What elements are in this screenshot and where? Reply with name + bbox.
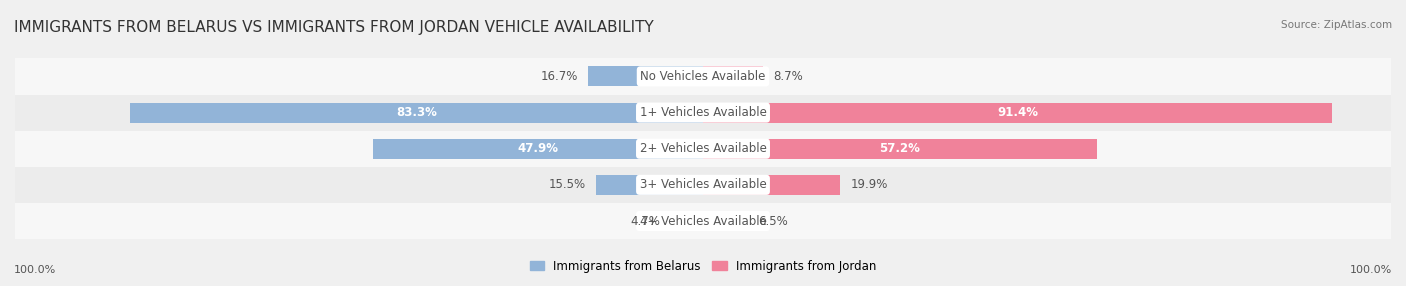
Bar <box>129 103 703 122</box>
Bar <box>703 211 748 231</box>
Text: Source: ZipAtlas.com: Source: ZipAtlas.com <box>1281 20 1392 30</box>
Bar <box>703 139 1097 159</box>
Bar <box>703 103 1331 122</box>
Bar <box>15 203 1391 239</box>
Bar <box>15 167 1391 203</box>
Bar <box>588 66 703 86</box>
Text: 100.0%: 100.0% <box>1350 265 1392 275</box>
Text: 8.7%: 8.7% <box>773 70 803 83</box>
Text: 47.9%: 47.9% <box>517 142 558 155</box>
Text: 15.5%: 15.5% <box>548 178 586 191</box>
Text: 16.7%: 16.7% <box>540 70 578 83</box>
Bar <box>671 211 703 231</box>
Text: 100.0%: 100.0% <box>14 265 56 275</box>
Text: 57.2%: 57.2% <box>879 142 920 155</box>
Bar <box>374 139 703 159</box>
Text: 19.9%: 19.9% <box>851 178 887 191</box>
Text: 91.4%: 91.4% <box>997 106 1038 119</box>
Bar <box>703 66 763 86</box>
Bar <box>15 131 1391 167</box>
Bar <box>703 175 839 195</box>
Text: 83.3%: 83.3% <box>396 106 437 119</box>
Text: 6.5%: 6.5% <box>758 214 787 227</box>
Legend: Immigrants from Belarus, Immigrants from Jordan: Immigrants from Belarus, Immigrants from… <box>524 255 882 277</box>
Bar <box>596 175 703 195</box>
Bar <box>15 58 1391 94</box>
Bar <box>15 94 1391 131</box>
Text: No Vehicles Available: No Vehicles Available <box>640 70 766 83</box>
Text: 2+ Vehicles Available: 2+ Vehicles Available <box>640 142 766 155</box>
Text: IMMIGRANTS FROM BELARUS VS IMMIGRANTS FROM JORDAN VEHICLE AVAILABILITY: IMMIGRANTS FROM BELARUS VS IMMIGRANTS FR… <box>14 20 654 35</box>
Text: 3+ Vehicles Available: 3+ Vehicles Available <box>640 178 766 191</box>
Text: 1+ Vehicles Available: 1+ Vehicles Available <box>640 106 766 119</box>
Text: 4.7%: 4.7% <box>630 214 661 227</box>
Text: 4+ Vehicles Available: 4+ Vehicles Available <box>640 214 766 227</box>
